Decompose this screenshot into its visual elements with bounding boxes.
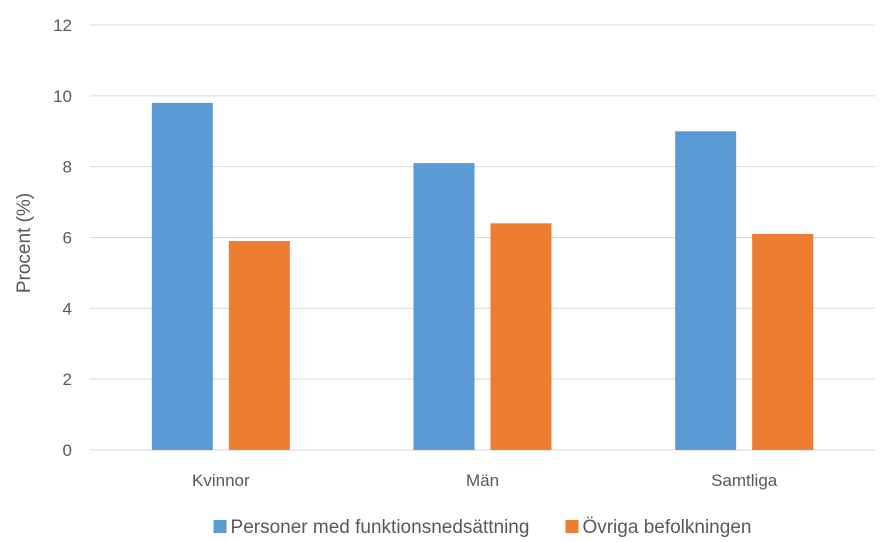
- y-axis-title: Procent (%): [14, 193, 35, 293]
- gridlines: [90, 24, 875, 451]
- bar: [228, 241, 290, 450]
- legend-swatch: [565, 520, 579, 533]
- legend-label: Övriga befolkningen: [582, 517, 751, 538]
- y-tick-label: 8: [63, 158, 72, 177]
- x-tick-label: Samtliga: [711, 471, 778, 490]
- legend-label: Personer med funktionsnedsättning: [231, 517, 530, 538]
- x-axis-tick-labels: Kvinnor Män Samtliga: [192, 471, 778, 490]
- y-tick-label: 0: [63, 441, 72, 460]
- bar: [675, 131, 737, 450]
- legend-swatch: [213, 520, 227, 533]
- x-tick-label: Män: [466, 471, 499, 490]
- bar: [413, 163, 475, 450]
- bar: [490, 223, 552, 450]
- legend-item: Personer med funktionsnedsättning: [213, 517, 530, 538]
- y-tick-label: 12: [53, 16, 72, 35]
- y-axis-tick-labels: 0 2 4 6 8 10 12: [53, 16, 72, 460]
- y-tick-label: 10: [53, 87, 72, 106]
- legend-item: Övriga befolkningen: [565, 517, 751, 538]
- legend: Personer med funktionsnedsättning Övriga …: [213, 517, 751, 538]
- y-tick-label: 6: [63, 229, 72, 248]
- y-tick-label: 2: [63, 370, 72, 389]
- y-tick-label: 4: [63, 299, 72, 318]
- x-tick-label: Kvinnor: [192, 471, 250, 490]
- bar: [752, 233, 814, 450]
- bars: [151, 102, 814, 451]
- bar: [151, 102, 213, 451]
